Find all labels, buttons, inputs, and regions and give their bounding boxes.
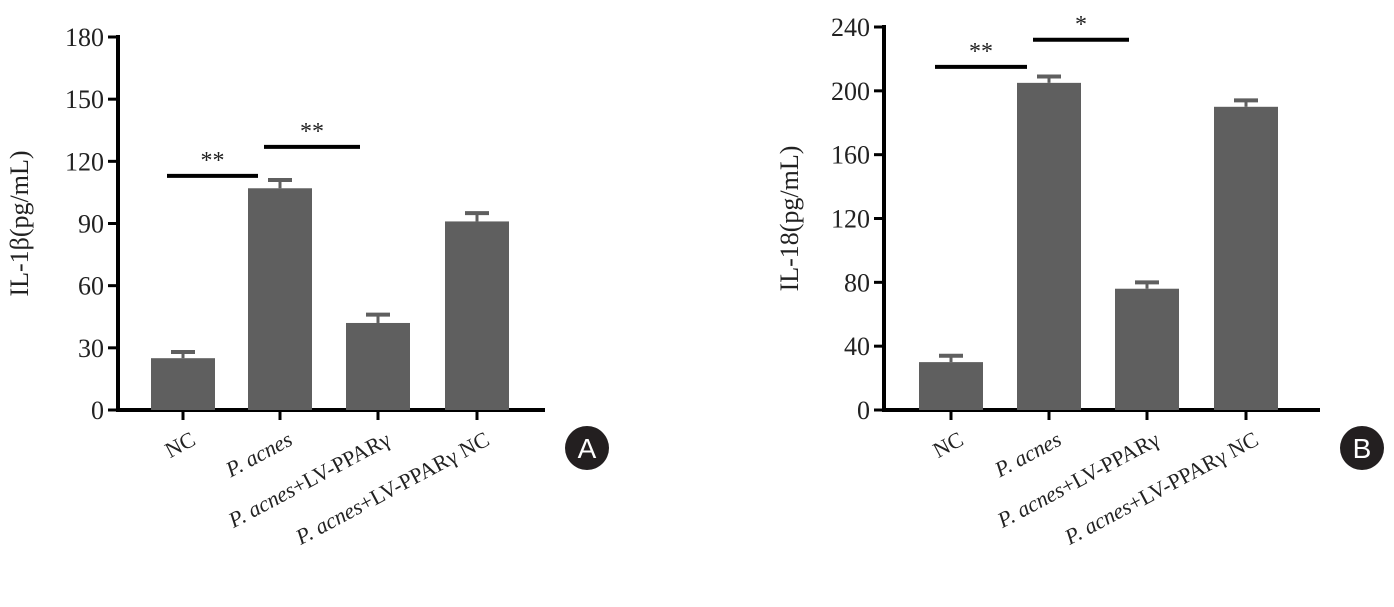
panel-b-significance-label: * <box>1075 12 1087 38</box>
panel-b-y-tick-label: 80 <box>844 268 870 297</box>
panel-a-x-tick-label: P. acnes <box>220 426 296 482</box>
panel-b-x-tick-label: P. acnes <box>989 426 1065 482</box>
panel-a-bar <box>248 188 312 410</box>
panel-a-significance-label: ** <box>201 148 225 174</box>
panel-a-y-tick-label: 180 <box>65 23 104 52</box>
panel-a-y-tick-label: 90 <box>78 210 104 239</box>
panel-b-bar <box>1214 106 1278 411</box>
panel-a-y-tick-label: 150 <box>65 85 104 114</box>
panel-b-bar <box>919 362 983 410</box>
panel-b-y-tick-label: 200 <box>831 77 870 106</box>
panel-a-significance-label: ** <box>300 119 324 145</box>
panel-a-bar <box>151 358 215 410</box>
panel-b-bar <box>1115 288 1179 410</box>
panel-a-panel-label: A <box>578 433 597 464</box>
panel-b-y-tick-label: 40 <box>844 332 870 361</box>
panel-b-significance-label: ** <box>969 39 993 65</box>
panel-b-x-tick-label: NC <box>929 426 968 462</box>
panel-a-panel-badge <box>565 426 609 470</box>
panel-a-bar <box>346 322 410 410</box>
panel-b-y-tick-label: 0 <box>857 396 870 425</box>
panel-a-y-tick-label: 30 <box>78 334 104 363</box>
panel-b-y-tick-label: 160 <box>831 141 870 170</box>
panel-a-bar <box>445 221 509 410</box>
panel-b-panel-label: B <box>1353 433 1372 464</box>
panel-b-y-tick-label: 240 <box>831 13 870 42</box>
panel-b-y-tick-label: 120 <box>831 205 870 234</box>
panel-a-x-tick-label: NC <box>161 426 200 462</box>
panel-a-y-tick-label: 120 <box>65 147 104 176</box>
panel-b-y-axis-label: IL-18(pg/mL) <box>775 146 804 292</box>
panel-a-y-tick-label: 0 <box>91 396 104 425</box>
panel-b-bar <box>1017 82 1081 411</box>
panel-b-panel-badge <box>1340 426 1384 470</box>
panel-a-y-tick-label: 60 <box>78 272 104 301</box>
panel-a-y-axis-label: IL-1β(pg/mL) <box>5 150 34 296</box>
